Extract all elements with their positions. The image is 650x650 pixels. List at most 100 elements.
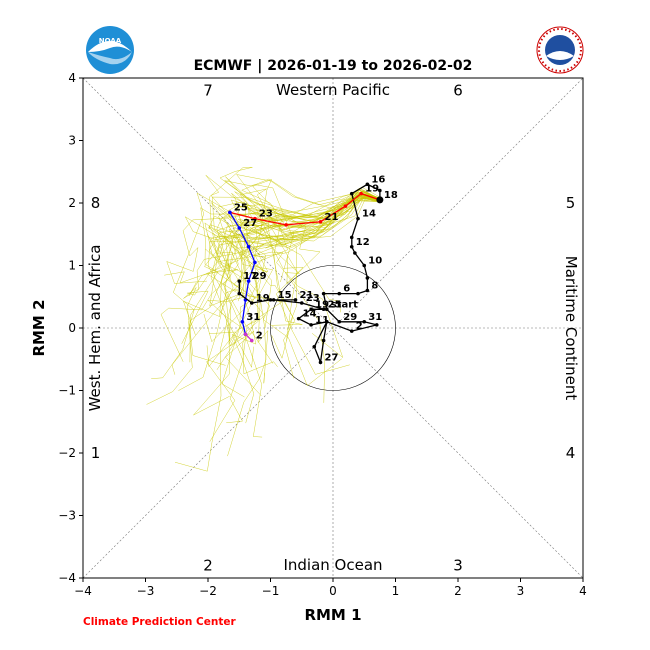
day-label: 2 [256,331,263,342]
phase-label: 2 [203,557,213,575]
x-tick-label: −3 [137,584,155,598]
series-point [318,360,323,365]
day-label: 31 [368,312,382,323]
series-point [378,188,382,193]
grid-layer [82,77,584,579]
day-label: 19 [315,299,329,310]
y-tick-label: 0 [68,321,76,335]
day-label: start [331,299,358,310]
region-label-top: Western Pacific [276,81,390,99]
series-point [362,263,367,268]
region-label-right: Maritime Continent [562,256,580,401]
series-point [318,219,323,224]
series-point [353,251,357,255]
series-point [343,204,348,208]
series-point [268,298,273,302]
y-tick-label: 4 [68,71,76,85]
series-point [356,216,360,221]
series-point [253,260,257,265]
day-label: 18 [384,190,398,201]
x-tick-label: 0 [329,584,337,598]
series-point [324,319,329,324]
series-point [246,244,251,249]
series-point [365,182,370,187]
nws-logo [536,26,584,74]
series-point [324,307,329,312]
series-point [271,298,276,302]
y-tick-label: −2 [58,446,76,460]
series-point [312,344,317,349]
ensemble-member-line [206,189,380,442]
ensemble-member-line [241,189,382,375]
day-label: 29 [343,312,357,323]
ensemble-member-line [209,194,381,364]
ensemble-member-line [217,196,381,387]
day-label: 14 [362,209,376,220]
day-label: 19 [256,293,270,304]
ensemble-member-line [189,195,380,363]
noaa-logo-swoosh [88,52,132,65]
day-label: 25 [234,202,248,213]
phase-label: 6 [453,82,463,100]
series-point [365,288,370,293]
ensemble-member-line [178,195,382,391]
day-label: 2 [356,321,363,332]
x-tick-label: 4 [579,584,587,598]
day-label: 6 [343,284,350,295]
series-line-forecast-week2 [229,212,256,335]
series-point [296,316,301,321]
ensemble-member-line [242,195,379,375]
series-point [359,191,363,196]
series-point [237,291,242,296]
day-label: 25 [328,299,342,310]
ensemble-member-line [166,187,380,284]
phase-label: 5 [566,194,576,212]
phase-label: 8 [91,194,101,212]
x-tick-label: 3 [517,584,525,598]
noaa-logo-text: NOAA [99,37,122,45]
series-point [365,276,370,280]
series-point [293,298,298,302]
ensemble-member-line [225,176,379,313]
observed-end-marker [376,196,384,204]
day-label: 12 [356,237,370,248]
phase-label: 1 [91,444,101,462]
phase-label: 3 [453,557,463,575]
x-tick-label: 1 [392,584,400,598]
ensemble-member-line [227,193,381,457]
nws-logo-lettering [538,28,582,72]
day-label: 10 [368,256,382,267]
series-point [309,323,313,327]
x-tick-label: −2 [199,584,217,598]
series-point [349,244,354,249]
series-point [321,291,326,296]
day-label: 16 [371,174,385,185]
day-label: 23 [259,209,273,220]
day-label: 29 [253,271,267,282]
ensemble-member-line [164,196,381,284]
series-point [374,323,379,327]
ensemble-member-line [188,196,381,296]
ensemble-member-line [183,197,380,366]
series-point [349,329,354,333]
noaa-logo-wave [88,41,132,52]
y-tick-label: −4 [58,571,76,585]
ensemble-member-line [181,192,380,344]
unit-circle [270,265,396,391]
day-label: 17 [243,271,257,282]
ensemble-member-line [204,175,379,272]
ensemble-member-line [212,194,381,438]
day-label: 15 [278,290,292,301]
day-label: 23 [306,293,320,304]
day-label: 31 [246,312,260,323]
y-tick-label: 3 [68,134,76,148]
ensemble-member-line [205,179,379,293]
nws-logo-cloud [546,51,574,60]
series-point [237,226,242,230]
nws-logo-inner [545,35,575,65]
day-label: 14 [303,309,317,320]
series-point [321,307,326,312]
credit-label: Climate Prediction Center [83,616,236,628]
